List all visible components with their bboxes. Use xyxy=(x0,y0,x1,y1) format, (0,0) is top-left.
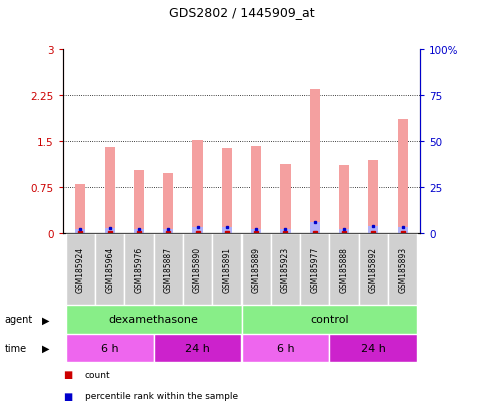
Bar xyxy=(242,233,271,306)
Bar xyxy=(124,233,154,306)
Bar xyxy=(104,228,115,233)
Bar xyxy=(329,334,417,362)
Bar xyxy=(398,120,408,233)
Text: ■: ■ xyxy=(63,369,72,379)
Text: percentile rank within the sample: percentile rank within the sample xyxy=(85,391,238,400)
Bar xyxy=(339,229,349,233)
Bar xyxy=(251,146,261,233)
Text: GSM185891: GSM185891 xyxy=(222,247,231,292)
Text: count: count xyxy=(85,370,110,379)
Bar xyxy=(134,229,144,233)
Text: GSM185888: GSM185888 xyxy=(340,247,349,292)
Text: 6 h: 6 h xyxy=(277,343,294,353)
Bar xyxy=(154,233,183,306)
Bar xyxy=(104,147,115,233)
Bar xyxy=(280,230,291,233)
Text: ■: ■ xyxy=(63,391,72,401)
Text: GDS2802 / 1445909_at: GDS2802 / 1445909_at xyxy=(169,6,314,19)
Bar xyxy=(310,89,320,233)
Bar xyxy=(398,227,408,233)
Bar xyxy=(134,171,144,233)
Bar xyxy=(251,229,261,233)
Bar xyxy=(192,140,203,233)
Text: GSM185923: GSM185923 xyxy=(281,247,290,292)
Bar xyxy=(75,185,85,233)
Text: GSM185890: GSM185890 xyxy=(193,247,202,292)
Bar xyxy=(95,233,124,306)
Text: 24 h: 24 h xyxy=(185,343,210,353)
Bar xyxy=(222,149,232,233)
Text: GSM185887: GSM185887 xyxy=(164,247,173,292)
Bar xyxy=(300,233,329,306)
Bar xyxy=(192,228,203,233)
Text: GSM185889: GSM185889 xyxy=(252,247,261,292)
Bar xyxy=(329,233,359,306)
Text: 6 h: 6 h xyxy=(101,343,118,353)
Text: time: time xyxy=(5,343,27,353)
Bar xyxy=(154,334,242,362)
Bar xyxy=(212,233,242,306)
Bar xyxy=(66,334,154,362)
Bar xyxy=(163,229,173,233)
Text: GSM185892: GSM185892 xyxy=(369,247,378,292)
Bar xyxy=(339,166,349,233)
Bar xyxy=(242,334,329,362)
Text: GSM185977: GSM185977 xyxy=(310,247,319,292)
Bar xyxy=(388,233,417,306)
Text: dexamethasone: dexamethasone xyxy=(109,315,199,325)
Text: GSM185976: GSM185976 xyxy=(134,247,143,292)
Bar xyxy=(183,233,212,306)
Text: GSM185964: GSM185964 xyxy=(105,247,114,292)
Text: ▶: ▶ xyxy=(42,343,50,353)
Bar xyxy=(359,233,388,306)
Text: ■: ■ xyxy=(63,412,72,413)
Text: agent: agent xyxy=(5,315,33,325)
Bar xyxy=(75,229,85,233)
Bar xyxy=(368,226,379,233)
Text: GSM185893: GSM185893 xyxy=(398,247,407,292)
Bar xyxy=(242,306,417,334)
Bar xyxy=(222,228,232,233)
Bar xyxy=(66,306,242,334)
Text: control: control xyxy=(310,315,349,325)
Bar xyxy=(271,233,300,306)
Text: ▶: ▶ xyxy=(42,315,50,325)
Bar xyxy=(66,233,95,306)
Bar xyxy=(310,223,320,233)
Text: 24 h: 24 h xyxy=(361,343,386,353)
Bar xyxy=(280,165,291,233)
Bar xyxy=(368,161,379,233)
Bar xyxy=(163,173,173,233)
Text: GSM185924: GSM185924 xyxy=(76,247,85,292)
